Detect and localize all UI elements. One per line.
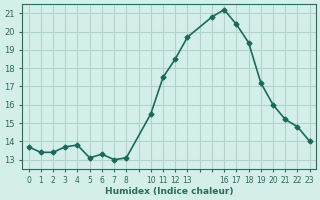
X-axis label: Humidex (Indice chaleur): Humidex (Indice chaleur) <box>105 187 233 196</box>
